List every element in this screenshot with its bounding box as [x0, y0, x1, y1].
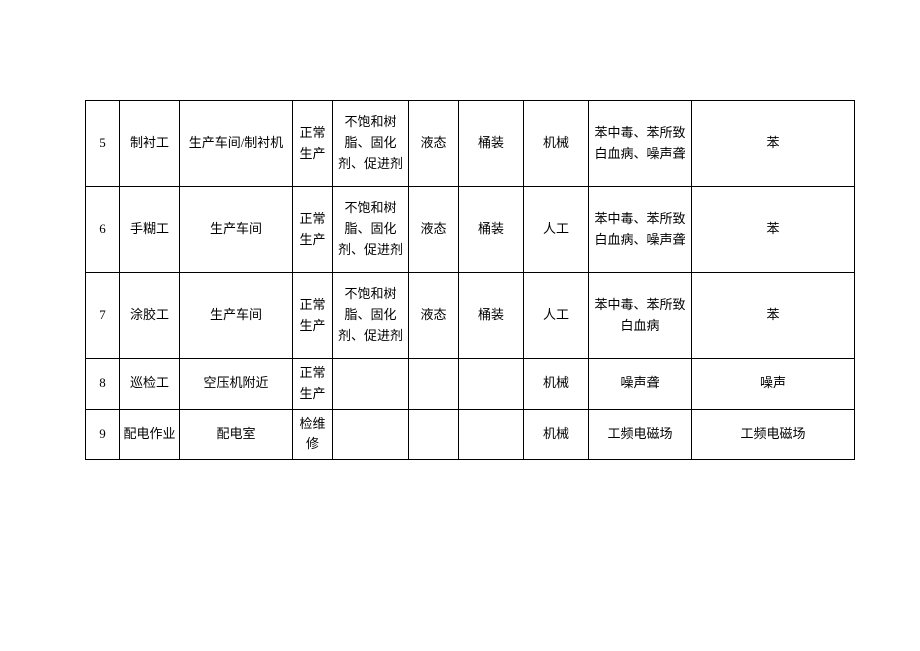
table-cell: 生产车间 — [180, 273, 293, 359]
table-cell: 苯中毒、苯所致白血病、噪声聋 — [589, 187, 692, 273]
table-cell: 桶装 — [459, 273, 524, 359]
table-cell: 手糊工 — [120, 187, 180, 273]
table-cell — [333, 359, 409, 410]
table-row: 6手糊工生产车间正常生产不饱和树脂、固化剂、促进剂液态桶装人工苯中毒、苯所致白血… — [86, 187, 855, 273]
table-cell: 苯中毒、苯所致白血病 — [589, 273, 692, 359]
table-cell: 苯中毒、苯所致白血病、噪声聋 — [589, 101, 692, 187]
table-cell: 机械 — [524, 359, 589, 410]
table-cell: 人工 — [524, 187, 589, 273]
table-cell: 噪声聋 — [589, 359, 692, 410]
table-cell: 人工 — [524, 273, 589, 359]
table-cell — [409, 359, 459, 410]
table-cell: 液态 — [409, 101, 459, 187]
table-cell: 机械 — [524, 409, 589, 460]
table-cell: 苯 — [692, 187, 855, 273]
table-cell: 工频电磁场 — [692, 409, 855, 460]
table-cell: 涂胶工 — [120, 273, 180, 359]
table-cell: 生产车间 — [180, 187, 293, 273]
table-row: 8巡检工空压机附近正常生产 机械噪声聋噪声 — [86, 359, 855, 410]
table-cell: 正常生产 — [293, 187, 333, 273]
table-cell: 8 — [86, 359, 120, 410]
table-cell: 正常生产 — [293, 359, 333, 410]
table-cell: 液态 — [409, 273, 459, 359]
table-cell: 6 — [86, 187, 120, 273]
table-cell: 检维修 — [293, 409, 333, 460]
table-row: 5制衬工生产车间/制衬机正常生产不饱和树脂、固化剂、促进剂液态桶装机械苯中毒、苯… — [86, 101, 855, 187]
table-cell: 液态 — [409, 187, 459, 273]
table-cell — [333, 409, 409, 460]
table-cell: 生产车间/制衬机 — [180, 101, 293, 187]
table-row: 7涂胶工生产车间正常生产不饱和树脂、固化剂、促进剂液态桶装人工苯中毒、苯所致白血… — [86, 273, 855, 359]
table-cell: 苯 — [692, 273, 855, 359]
table-cell: 制衬工 — [120, 101, 180, 187]
table-cell: 正常生产 — [293, 101, 333, 187]
table-cell: 机械 — [524, 101, 589, 187]
table-cell: 配电作业 — [120, 409, 180, 460]
table-cell: 苯 — [692, 101, 855, 187]
table-cell: 9 — [86, 409, 120, 460]
table-cell — [459, 359, 524, 410]
table-cell: 噪声 — [692, 359, 855, 410]
table-cell: 正常生产 — [293, 273, 333, 359]
table-cell: 空压机附近 — [180, 359, 293, 410]
table-cell: 桶装 — [459, 101, 524, 187]
table-cell: 配电室 — [180, 409, 293, 460]
table-cell: 巡检工 — [120, 359, 180, 410]
hazard-table: 5制衬工生产车间/制衬机正常生产不饱和树脂、固化剂、促进剂液态桶装机械苯中毒、苯… — [85, 100, 855, 460]
table-cell: 5 — [86, 101, 120, 187]
table-cell — [409, 409, 459, 460]
table-row: 9配电作业配电室检维修机械工频电磁场工频电磁场 — [86, 409, 855, 460]
table-cell — [459, 409, 524, 460]
table-cell: 7 — [86, 273, 120, 359]
table-cell: 不饱和树脂、固化剂、促进剂 — [333, 273, 409, 359]
table-cell: 不饱和树脂、固化剂、促进剂 — [333, 187, 409, 273]
table-cell: 不饱和树脂、固化剂、促进剂 — [333, 101, 409, 187]
table-cell: 工频电磁场 — [589, 409, 692, 460]
table-container: 5制衬工生产车间/制衬机正常生产不饱和树脂、固化剂、促进剂液态桶装机械苯中毒、苯… — [85, 100, 854, 460]
table-cell: 桶装 — [459, 187, 524, 273]
